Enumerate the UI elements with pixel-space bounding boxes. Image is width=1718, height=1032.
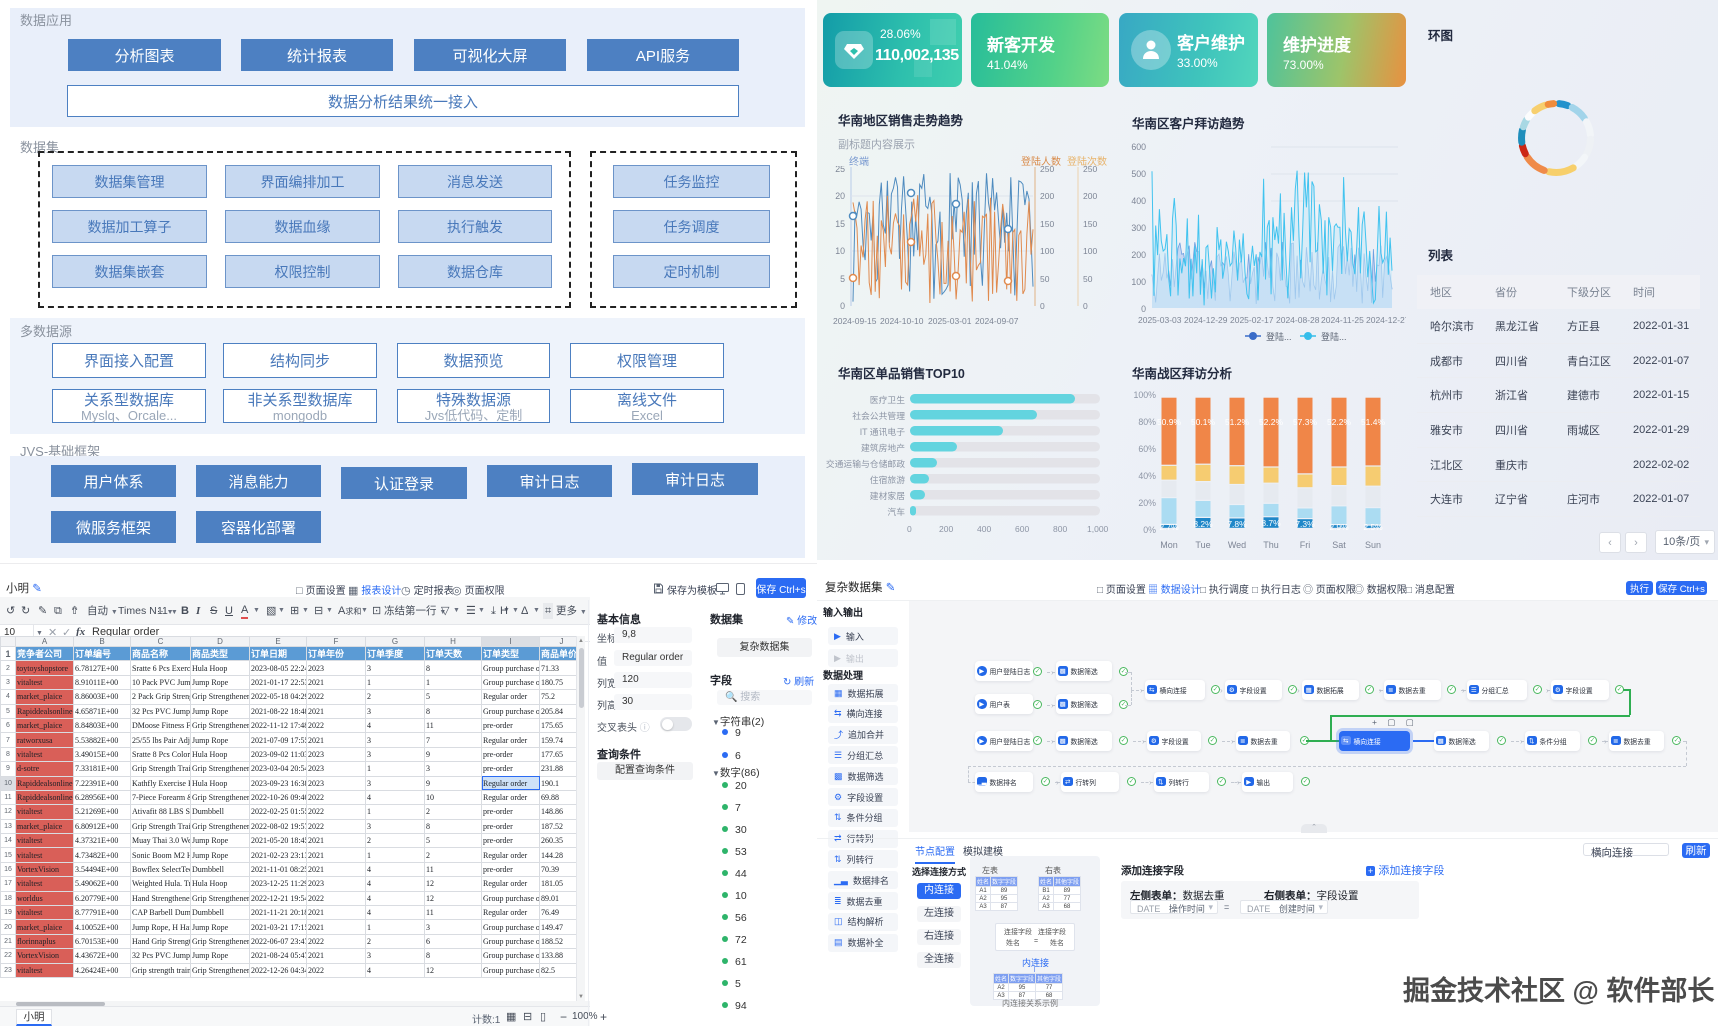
svg-text:登陆...: 登陆...	[1321, 331, 1347, 342]
svg-text:2024-11-25: 2024-11-25	[1321, 315, 1364, 325]
svg-text:7.8%: 7.8%	[1227, 519, 1247, 529]
svg-text:建材家居: 建材家居	[870, 490, 905, 501]
svg-text:8.7%: 8.7%	[1261, 518, 1281, 528]
svg-text:7.3%: 7.3%	[1295, 519, 1315, 529]
svg-text:800: 800	[1053, 524, 1067, 534]
svg-text:2.7%: 2.7%	[1159, 522, 1179, 532]
svg-text:300: 300	[1131, 223, 1146, 233]
svg-text:500: 500	[1131, 169, 1146, 179]
svg-text:25: 25	[835, 166, 845, 174]
svg-text:2025-03-01: 2025-03-01	[928, 316, 972, 326]
svg-text:0: 0	[1083, 301, 1088, 311]
svg-text:2024-09-07: 2024-09-07	[975, 316, 1019, 326]
svg-text:57.3%: 57.3%	[1293, 417, 1318, 427]
svg-text:5: 5	[840, 274, 845, 284]
svg-text:80%: 80%	[1138, 417, 1156, 427]
svg-text:2024-12-29: 2024-12-29	[1184, 315, 1228, 325]
svg-text:200: 200	[939, 524, 953, 534]
svg-text:50.1%: 50.1%	[1191, 417, 1216, 427]
svg-text:8.2%: 8.2%	[1193, 519, 1213, 529]
svg-text:15: 15	[835, 219, 845, 229]
svg-text:0: 0	[1141, 304, 1146, 314]
svg-text:2024-08-28: 2024-08-28	[1276, 315, 1320, 325]
svg-text:250: 250	[1040, 166, 1054, 174]
svg-text:2024-12-27: 2024-12-27	[1366, 315, 1406, 325]
svg-text:登陆...: 登陆...	[1266, 331, 1292, 342]
svg-text:医疗卫生: 医疗卫生	[870, 394, 905, 405]
svg-text:Sun: Sun	[1365, 540, 1381, 550]
svg-text:Mon: Mon	[1160, 540, 1178, 550]
svg-text:50: 50	[1040, 274, 1050, 284]
svg-text:掘金技术社区 @ 软件部长: 掘金技术社区 @ 软件部长	[1403, 975, 1715, 1006]
svg-text:2.9%: 2.9%	[1329, 522, 1349, 532]
svg-text:Fri: Fri	[1300, 540, 1311, 550]
svg-text:400: 400	[1131, 196, 1146, 206]
svg-text:600: 600	[1015, 524, 1029, 534]
svg-text:0: 0	[1040, 301, 1045, 311]
svg-text:40%: 40%	[1138, 471, 1156, 481]
svg-text:Tue: Tue	[1195, 540, 1210, 550]
svg-text:Sat: Sat	[1332, 540, 1346, 550]
svg-text:住宿旅游: 住宿旅游	[870, 474, 905, 485]
svg-text:0: 0	[907, 524, 912, 534]
svg-text:Thu: Thu	[1263, 540, 1279, 550]
svg-text:250: 250	[1083, 166, 1097, 174]
svg-text:51.4%: 51.4%	[1361, 417, 1386, 427]
svg-text:100: 100	[1040, 246, 1054, 256]
svg-text:51.2%: 51.2%	[1225, 417, 1250, 427]
svg-text:0%: 0%	[1143, 525, 1156, 535]
svg-text:200: 200	[1131, 250, 1146, 260]
svg-text:52.2%: 52.2%	[1327, 417, 1352, 427]
svg-text:交通运输与仓储邮政: 交通运输与仓储邮政	[826, 458, 905, 469]
svg-text:2025-02-17: 2025-02-17	[1230, 315, 1274, 325]
svg-text:52.2%: 52.2%	[1259, 417, 1284, 427]
svg-text:200: 200	[1083, 191, 1097, 201]
svg-text:100: 100	[1083, 246, 1097, 256]
svg-text:150: 150	[1040, 219, 1054, 229]
svg-text:2025-03-03: 2025-03-03	[1138, 315, 1182, 325]
svg-text:600: 600	[1131, 142, 1146, 152]
svg-text:汽车: 汽车	[887, 506, 905, 517]
svg-text:150: 150	[1083, 219, 1097, 229]
svg-text:2024-10-10: 2024-10-10	[880, 316, 924, 326]
svg-text:400: 400	[977, 524, 991, 534]
svg-text:2.5%: 2.5%	[1363, 522, 1383, 532]
svg-text:10: 10	[835, 246, 845, 256]
svg-text:100: 100	[1131, 277, 1146, 287]
svg-text:IT 通讯电子: IT 通讯电子	[860, 426, 905, 437]
svg-text:50.9%: 50.9%	[1157, 417, 1182, 427]
svg-text:社会公共管理: 社会公共管理	[852, 410, 905, 421]
svg-text:60%: 60%	[1138, 444, 1156, 454]
svg-text:100%: 100%	[1134, 390, 1157, 400]
svg-text:20%: 20%	[1138, 498, 1156, 508]
svg-text:建筑房地产: 建筑房地产	[861, 442, 905, 453]
svg-text:0: 0	[840, 301, 845, 311]
svg-text:50: 50	[1083, 274, 1093, 284]
svg-text:Wed: Wed	[1228, 540, 1246, 550]
svg-text:2024-09-15: 2024-09-15	[833, 316, 877, 326]
svg-text:1,000: 1,000	[1087, 524, 1109, 534]
svg-text:20: 20	[835, 191, 845, 201]
svg-text:200: 200	[1040, 191, 1054, 201]
